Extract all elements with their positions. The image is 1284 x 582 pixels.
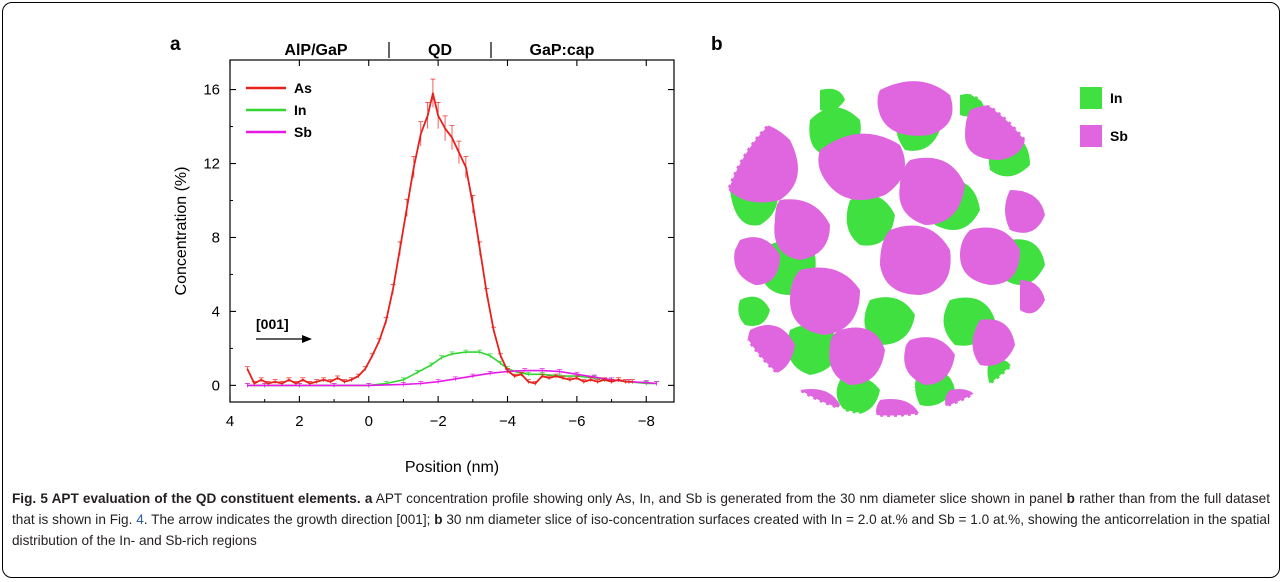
- figure-caption: Fig. 5 APT evaluation of the QD constitu…: [12, 488, 1270, 551]
- x-tick-label: 4: [226, 413, 234, 430]
- y-tick-label: 4: [212, 303, 220, 320]
- x-tick-label: 2: [295, 413, 303, 430]
- caption-a-label: a: [364, 491, 373, 506]
- x-axis-label: Position (nm): [405, 459, 499, 476]
- legend-swatch-b-in: [1080, 87, 1102, 109]
- panel-a-label: a: [170, 34, 181, 55]
- series-sb: [244, 368, 660, 388]
- caption-b-label: b: [434, 512, 443, 527]
- y-axis-label: Concentration (%): [173, 167, 190, 296]
- iso-surface-disc-image: [718, 73, 1062, 417]
- x-tick-label: −6: [568, 413, 585, 430]
- legend-label-in: In: [294, 102, 306, 118]
- y-tick-label: 0: [212, 377, 220, 394]
- region-label-alp-gap: AlP/GaP: [284, 42, 347, 59]
- y-tick-label: 16: [203, 82, 220, 99]
- legend-label-sb: Sb: [294, 124, 312, 140]
- slice-rim: [716, 71, 1064, 419]
- y-tick-label: 8: [212, 229, 220, 246]
- growth-direction-label: [001]: [256, 316, 289, 332]
- x-tick-label: −8: [638, 413, 655, 430]
- x-tick-label: −2: [430, 413, 447, 430]
- x-tick-label: 0: [365, 413, 373, 430]
- x-tick-labels: 4 2 0 −2 −4 −6 −8: [226, 413, 655, 430]
- arrow-head-icon: [302, 335, 312, 343]
- x-tick-label: −4: [499, 413, 516, 430]
- iso-concentration-slice-panel: b: [711, 34, 1128, 419]
- chart-legend: As In Sb: [246, 80, 312, 140]
- y-tick-labels: 0 4 8 12 16: [203, 82, 220, 395]
- concentration-profile-chart: a AlP/GaP QD GaP:cap 0 4 8 12 16 4 2 0 −2 −4 −6 −8…: [170, 34, 675, 476]
- caption-part-1: APT concentration profile showing only A…: [372, 491, 1067, 506]
- axis-ticks: [229, 60, 674, 402]
- caption-figure-link[interactable]: 4: [136, 512, 144, 527]
- plot-frame: [229, 59, 675, 403]
- caption-part-3: . The arrow indicates the growth directi…: [143, 512, 435, 527]
- panel-b-label: b: [711, 34, 723, 55]
- y-tick-label: 12: [203, 156, 220, 173]
- region-label-gap-cap: GaP:cap: [530, 42, 595, 59]
- caption-title: Fig. 5 APT evaluation of the QD constitu…: [12, 491, 361, 506]
- legend-label-b-in: In: [1110, 90, 1122, 106]
- caption-b-ref: b: [1066, 491, 1075, 506]
- caption-part-2: rather than from the full dataset that i…: [12, 491, 1270, 527]
- legend-swatch-b-sb: [1080, 125, 1102, 147]
- series-layer: [244, 78, 660, 388]
- caption-part-4: 30 nm diameter slice of iso-concentratio…: [12, 512, 1270, 548]
- series-as: [244, 78, 635, 386]
- growth-direction-arrow: [001]: [256, 316, 312, 343]
- legend-label-b-sb: Sb: [1110, 128, 1128, 144]
- region-label-qd: QD: [428, 42, 452, 59]
- legend-label-as: As: [294, 80, 312, 96]
